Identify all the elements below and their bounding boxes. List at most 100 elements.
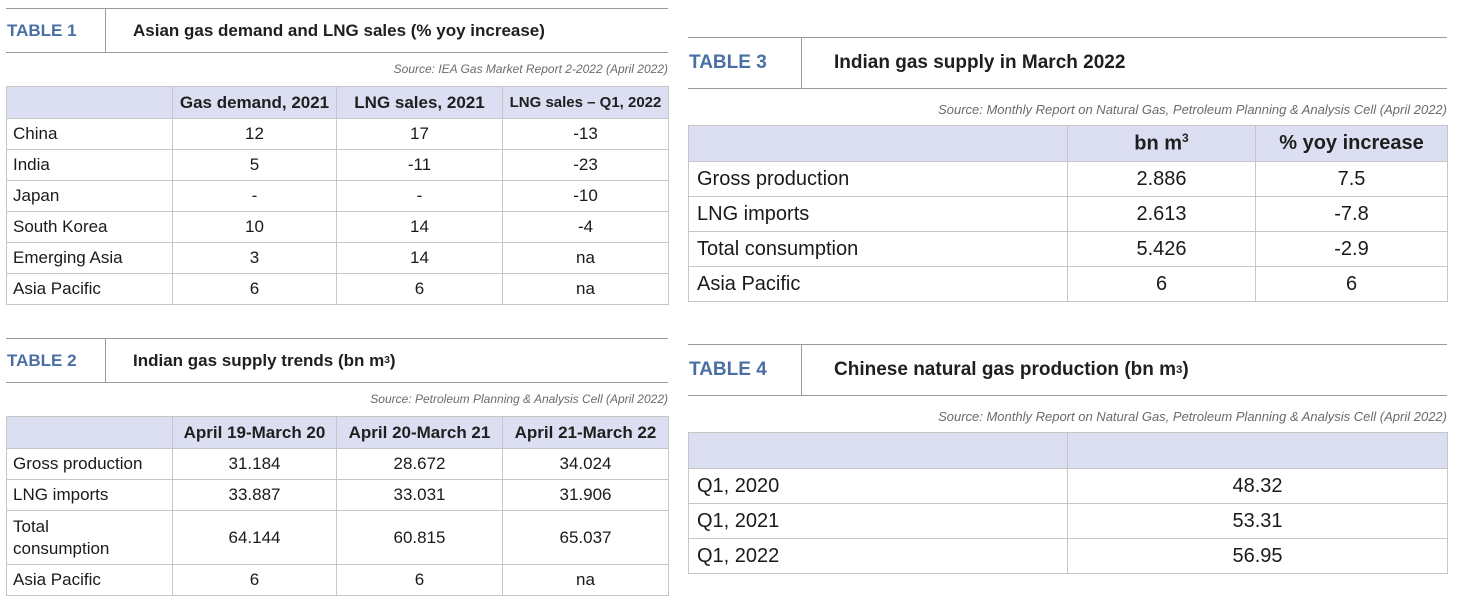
table-cell: 5.426	[1067, 231, 1256, 267]
table-3-title: Indian gas supply in March 2022	[834, 52, 1126, 73]
table-4-source: Source: Monthly Report on Natural Gas, P…	[938, 409, 1447, 424]
table-2-header: TABLE 2 Indian gas supply trends (bn m 3)	[6, 338, 668, 383]
table-1-header-row: Gas demand, 2021 LNG sales, 2021 LNG sal…	[6, 86, 669, 119]
column-header	[6, 416, 173, 449]
table-cell: 14	[336, 211, 503, 243]
row-label: Total consumption	[6, 510, 173, 565]
column-header-empty	[688, 432, 1068, 469]
table-3-tag: TABLE 3	[688, 38, 802, 88]
table-cell: 31.906	[502, 479, 669, 511]
table-3-source: Source: Monthly Report on Natural Gas, P…	[938, 102, 1447, 117]
table-cell: 6	[172, 273, 337, 305]
table-cell: 33.887	[172, 479, 337, 511]
table-cell: 60.815	[336, 510, 503, 565]
row-label: LNG imports	[688, 196, 1068, 232]
table-cell: 14	[336, 242, 503, 274]
table-cell: 53.31	[1067, 503, 1448, 539]
table-row: Q1, 2022 56.95	[688, 538, 1448, 574]
row-label: Asia Pacific	[6, 273, 173, 305]
column-header	[6, 86, 173, 119]
table-1-tag: TABLE 1	[6, 9, 106, 52]
column-header: % yoy increase	[1255, 125, 1448, 162]
table-cell: -23	[502, 149, 669, 181]
table-cell: -	[336, 180, 503, 212]
table-1-title: Asian gas demand and LNG sales (% yoy in…	[133, 20, 545, 40]
table-2-source: Source: Petroleum Planning & Analysis Ce…	[370, 392, 668, 406]
row-label: Asia Pacific	[688, 266, 1068, 302]
table-2: April 19-March 20 April 20-March 21 Apri…	[6, 416, 669, 596]
row-label: Japan	[6, 180, 173, 212]
column-header-sup: 3	[1182, 131, 1189, 146]
column-header-empty	[688, 125, 1068, 162]
table-2-title: Indian gas supply trends (bn m 3)	[133, 350, 396, 370]
table-1-panel: TABLE 1 Asian gas demand and LNG sales (…	[6, 8, 669, 305]
table-row: Asia Pacific 6 6 na	[6, 273, 669, 305]
table-cell: 6	[1255, 266, 1448, 302]
table-4-panel: TABLE 4 Chinese natural gas production (…	[688, 344, 1448, 574]
table-cell: -2.9	[1255, 231, 1448, 267]
table-cell: 7.5	[1255, 161, 1448, 197]
table-4-title: Chinese natural gas production (bn m 3)	[834, 359, 1189, 380]
table-row: Emerging Asia 3 14 na	[6, 242, 669, 274]
row-label: Total consumption	[688, 231, 1068, 267]
table-cell: -7.8	[1255, 196, 1448, 232]
table-cell: 6	[336, 564, 503, 596]
table-cell: -	[172, 180, 337, 212]
row-label: Gross production	[688, 161, 1068, 197]
table-cell: 31.184	[172, 448, 337, 480]
table-row: LNG imports 33.887 33.031 31.906	[6, 479, 669, 511]
table-cell: 10	[172, 211, 337, 243]
table-4: Q1, 2020 48.32 Q1, 2021 53.31 Q1, 2022 5…	[688, 432, 1448, 574]
table-row: China 12 17 -13	[6, 118, 669, 150]
table-cell: 65.037	[502, 510, 669, 565]
table-cell: 5	[172, 149, 337, 181]
table-cell: 17	[336, 118, 503, 150]
table-cell: 3	[172, 242, 337, 274]
table-row: India 5 -11 -23	[6, 149, 669, 181]
table-cell: -13	[502, 118, 669, 150]
row-label: China	[6, 118, 173, 150]
table-row: Total consumption 64.144 60.815 65.037	[6, 510, 669, 565]
column-header-text: bn m	[1134, 132, 1183, 155]
column-header: April 19-March 20	[172, 416, 337, 449]
table-4-tag: TABLE 4	[688, 345, 802, 395]
table-1: Gas demand, 2021 LNG sales, 2021 LNG sal…	[6, 86, 669, 305]
table-3-header-row: bn m3 % yoy increase	[688, 125, 1448, 162]
column-header: April 21-March 22	[502, 416, 669, 449]
table-cell: 28.672	[336, 448, 503, 480]
row-label: Q1, 2021	[688, 503, 1068, 539]
table-cell: 6	[1067, 266, 1256, 302]
table-cell: -10	[502, 180, 669, 212]
table-row: Gross production 31.184 28.672 34.024	[6, 448, 669, 480]
table-cell: 6	[336, 273, 503, 305]
table-cell: 33.031	[336, 479, 503, 511]
table-3-header: TABLE 3 Indian gas supply in March 2022	[688, 37, 1447, 89]
table-row: South Korea 10 14 -4	[6, 211, 669, 243]
row-label: Emerging Asia	[6, 242, 173, 274]
table-cell: na	[502, 242, 669, 274]
table-row: Asia Pacific 6 6	[688, 266, 1448, 302]
row-label: Q1, 2022	[688, 538, 1068, 574]
table-cell: 12	[172, 118, 337, 150]
table-2-tag: TABLE 2	[6, 339, 106, 382]
table-4-header-row	[688, 432, 1448, 469]
table-cell: 64.144	[172, 510, 337, 565]
table-cell: na	[502, 273, 669, 305]
table-2-panel: TABLE 2 Indian gas supply trends (bn m 3)…	[6, 338, 669, 596]
table-cell: 2.886	[1067, 161, 1256, 197]
row-label: Q1, 2020	[688, 468, 1068, 504]
table-row: Japan - - -10	[6, 180, 669, 212]
table-cell: 56.95	[1067, 538, 1448, 574]
table-row: Asia Pacific 6 6 na	[6, 564, 669, 596]
column-header: LNG sales – Q1, 2022	[502, 86, 669, 119]
table-row: Total consumption 5.426 -2.9	[688, 231, 1448, 267]
table-cell: 34.024	[502, 448, 669, 480]
column-header: LNG sales, 2021	[336, 86, 503, 119]
column-header-empty	[1067, 432, 1448, 469]
table-1-source: Source: IEA Gas Market Report 2-2022 (Ap…	[393, 62, 668, 76]
table-row: LNG imports 2.613 -7.8	[688, 196, 1448, 232]
table-3-panel: TABLE 3 Indian gas supply in March 2022 …	[688, 37, 1448, 302]
table-3: bn m3 % yoy increase Gross production 2.…	[688, 125, 1448, 302]
table-row: Gross production 2.886 7.5	[688, 161, 1448, 197]
table-4-title-end: )	[1182, 359, 1189, 380]
